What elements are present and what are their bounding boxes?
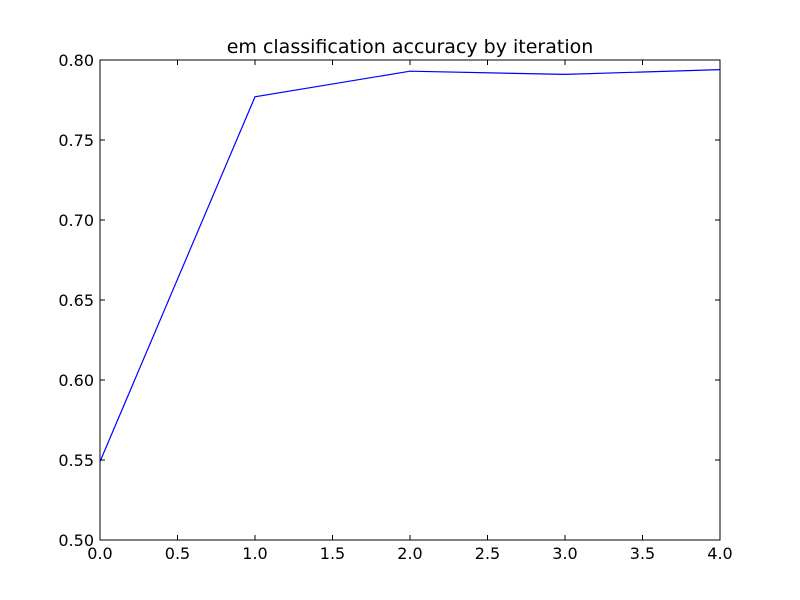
y-tick-label: 0.50	[58, 531, 94, 550]
y-tick-label: 0.75	[58, 131, 94, 150]
x-tick-label: 2.0	[397, 544, 422, 563]
y-tick-label: 0.70	[58, 211, 94, 230]
y-tick-label: 0.55	[58, 451, 94, 470]
x-tick-label: 4.0	[707, 544, 732, 563]
plot-frame	[99, 59, 721, 541]
series-layer	[99, 69, 721, 462]
x-tick-label: 0.5	[165, 544, 190, 563]
x-tick-label: 0.0	[87, 544, 112, 563]
x-tick-label: 1.5	[320, 544, 345, 563]
axis-tick-labels: 0.0 0.5 1.0 1.5 2.0 2.5 3.0 3.5 4.0 0.50 0.55 0.60 0…	[58, 51, 732, 563]
x-tick-label: 3.5	[630, 544, 655, 563]
x-tick-label: 1.0	[242, 544, 267, 563]
x-tick-label: 3.0	[552, 544, 577, 563]
y-tick-label: 0.65	[58, 291, 94, 310]
y-tick-label: 0.60	[58, 371, 94, 390]
x-tick-label: 2.5	[475, 544, 500, 563]
series-line	[99, 69, 721, 462]
chart-title: em classification accuracy by iteration	[227, 36, 594, 58]
y-tick-label: 0.80	[58, 51, 94, 70]
